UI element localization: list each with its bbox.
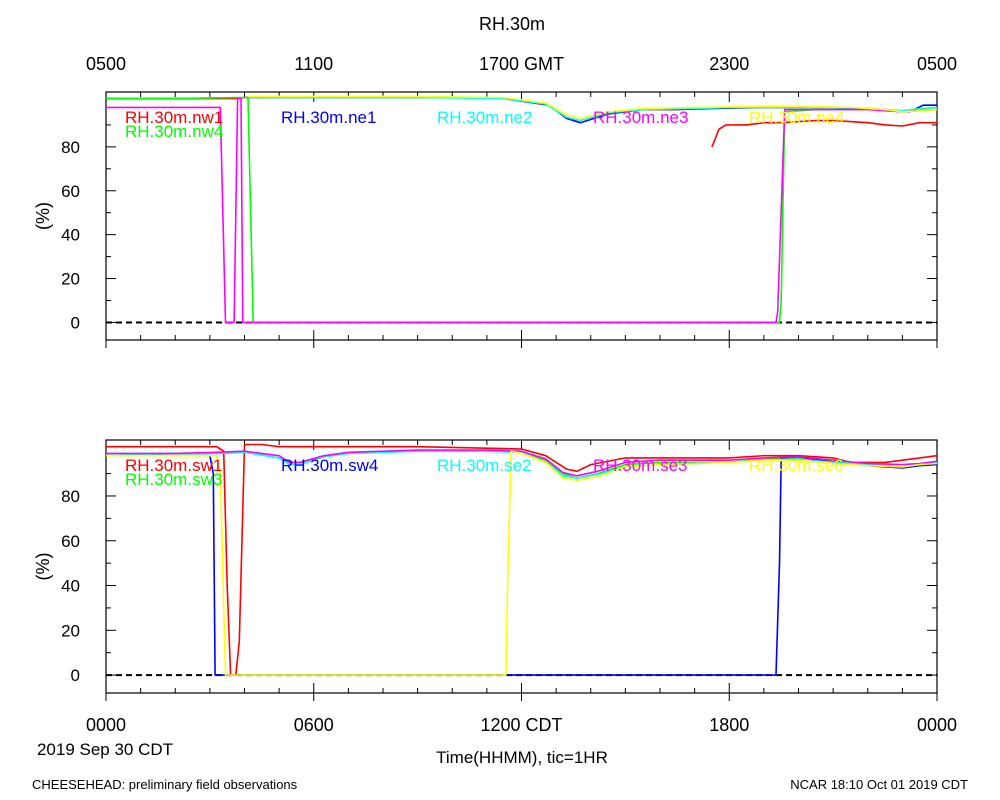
top-axis-tick-label: 1700 GMT <box>479 54 564 74</box>
date-label: 2019 Sep 30 CDT <box>37 740 173 759</box>
series-line-rh-30m-nw1 <box>711 119 937 148</box>
bottom-axis-tick-label: 1200 CDT <box>480 715 562 735</box>
series-line-rh-30m-ne3 <box>106 97 937 324</box>
legend-entry: RH.30m.se2 <box>437 456 531 475</box>
footer-right: NCAR 18:10 Oct 01 2019 CDT <box>790 777 968 792</box>
top-axis-tick-label: 0500 <box>86 54 126 74</box>
y-tick-label: 0 <box>71 666 80 685</box>
top-axis-tick-label: 0500 <box>917 54 957 74</box>
legend-entry: RH.30m.ne1 <box>281 108 376 127</box>
y-tick-label: 0 <box>71 313 80 332</box>
legend-entry: RH.30m.ne2 <box>437 108 532 127</box>
legend-entry: RH.30m.sw3 <box>125 470 222 489</box>
chart-title: RH.30m <box>479 14 545 34</box>
y-tick-label: 80 <box>61 487 80 506</box>
y-tick-label: 40 <box>61 226 80 245</box>
legend-entry: RH.30m.nw1 <box>125 108 223 127</box>
top-time-axis: 0500 1100 1700 GMT 2300 0500 <box>86 54 957 74</box>
series-line-rh-30m-se6 <box>106 450 937 676</box>
legend-entry: RH.30m.nw4 <box>125 122 223 141</box>
bottom-axis-tick-label: 1800 <box>709 715 749 735</box>
y-axis-label: (%) <box>33 202 53 230</box>
lower-panel-rh-south: 0 20 40 60 80 (%) RH.30m.sw1 RH.30m.sw4 RH.30m.s… <box>33 439 938 701</box>
series-line-rh-30m-se3 <box>106 449 937 477</box>
bottom-axis-tick-label: 0000 <box>917 715 957 735</box>
y-tick-label: 40 <box>61 577 80 596</box>
bottom-axis-tick-label: 0000 <box>86 715 126 735</box>
legend-entry: RH.30m.se3 <box>593 456 687 475</box>
footer-left: CHEESEHEAD: preliminary field observatio… <box>32 777 298 792</box>
series-line-rh-30m-sw1 <box>106 443 937 676</box>
top-axis-tick-label: 1100 <box>294 54 333 74</box>
legend-entry: RH.30m.ne3 <box>593 108 688 127</box>
panel-frame <box>105 91 938 341</box>
series-line-rh-30m-nw4 <box>106 96 937 324</box>
series-line-rh-30m-ne4 <box>248 95 937 120</box>
bottom-time-axis: 0000 0600 1200 CDT 1800 0000 <box>86 715 957 735</box>
y-tick-label: 80 <box>61 138 80 157</box>
legend-entry: RH.30m.ne4 <box>749 108 844 127</box>
y-tick-label: 60 <box>61 532 80 551</box>
y-tick-label: 20 <box>61 270 80 289</box>
series-line-rh-30m-se2 <box>106 450 937 479</box>
y-tick-label: 60 <box>61 182 80 201</box>
legend-entry: RH.30m.sw4 <box>281 456 378 475</box>
legend-entry: RH.30m.sw1 <box>125 456 222 475</box>
x-axis-label: Time(HHMM), tic=1HR <box>436 748 608 767</box>
bottom-axis-tick-label: 0600 <box>294 715 334 735</box>
y-axis-label: (%) <box>33 553 53 581</box>
upper-panel-rh-north: 0 20 40 60 80 (%) RH.30m.nw1 RH.30m.ne1 RH.30m.n… <box>33 91 938 348</box>
y-tick-label: 20 <box>61 621 80 640</box>
legend-entry: RH.30m.se6 <box>749 456 843 475</box>
top-axis-tick-label: 2300 <box>709 54 749 74</box>
series-line-rh-30m-sw4 <box>106 454 937 676</box>
panel-frame <box>105 439 938 694</box>
